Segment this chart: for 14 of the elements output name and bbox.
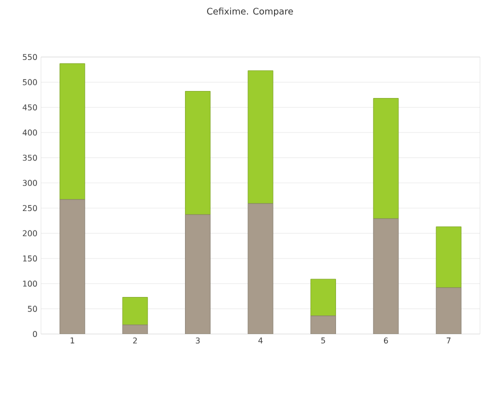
bar: [60, 63, 86, 200]
bar: [436, 287, 462, 334]
bar: [373, 98, 399, 219]
bar: [122, 296, 148, 326]
bar: [60, 199, 86, 334]
bar: [373, 218, 399, 334]
bar: [310, 278, 336, 316]
bar: [185, 214, 211, 334]
bar: [248, 203, 274, 334]
chart-title: Cefixime. Compare: [207, 8, 293, 16]
bar: [310, 316, 336, 334]
bar: [436, 226, 462, 288]
bar: [248, 70, 274, 204]
bar: [185, 90, 211, 215]
